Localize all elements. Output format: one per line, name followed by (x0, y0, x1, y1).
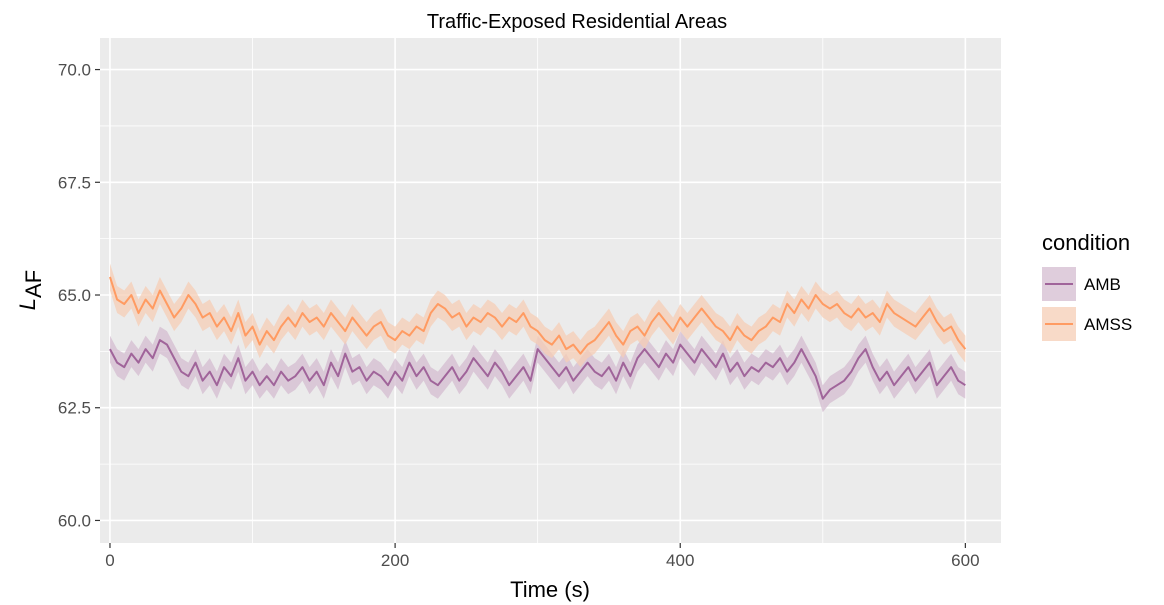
x-axis: 0 200 400 600 (105, 543, 980, 570)
y-tick-label: 62.5 (58, 399, 91, 418)
legend-title: condition (1042, 230, 1130, 255)
y-tick-label: 60.0 (58, 511, 91, 530)
series-layer (109, 263, 967, 413)
legend-items: AMB AMSS (1042, 267, 1132, 341)
x-tick-label: 400 (666, 551, 694, 570)
y-axis-title-sub: AF (21, 270, 46, 298)
x-tick-label: 600 (951, 551, 979, 570)
y-tick-label: 70.0 (58, 61, 91, 80)
legend-label-amss: AMSS (1084, 315, 1132, 334)
legend: condition AMB AMSS (1042, 230, 1132, 341)
y-tick-label: 67.5 (58, 173, 91, 192)
y-axis-title-main: L (15, 298, 40, 310)
series-ribbon-amb (109, 326, 966, 413)
y-axis-title: LAF (15, 270, 46, 310)
y-tick-label: 65.0 (58, 286, 91, 305)
x-axis-title: Time (s) (510, 577, 590, 602)
series-line-amss (109, 276, 967, 355)
series-ribbon-amss (109, 263, 966, 368)
plot-panel (100, 38, 1001, 543)
series-line-amb (109, 339, 966, 400)
x-tick-label: 0 (105, 551, 114, 570)
chart-title: Traffic-Exposed Residential Areas (427, 11, 727, 33)
major-gridlines (100, 38, 1001, 543)
y-axis: 60.0 62.5 65.0 67.5 70.0 (58, 61, 100, 530)
legend-label-amb: AMB (1084, 275, 1121, 294)
x-tick-label: 200 (381, 551, 409, 570)
